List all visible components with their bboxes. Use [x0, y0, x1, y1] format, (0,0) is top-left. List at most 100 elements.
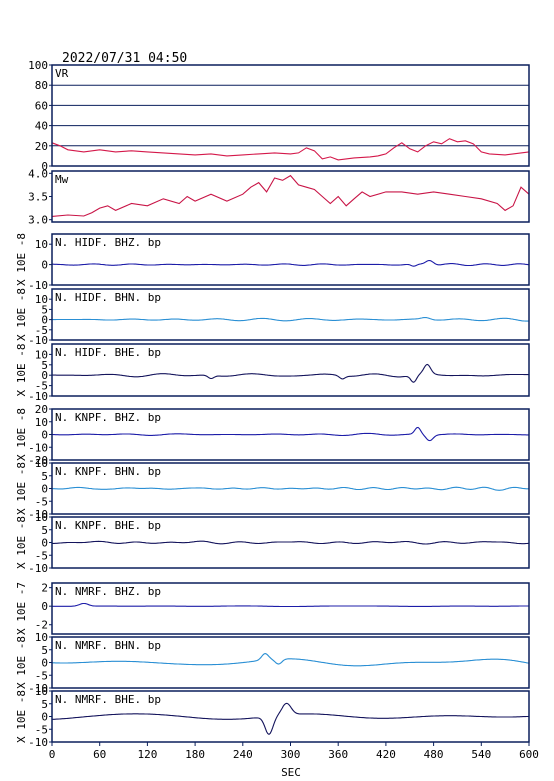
y-unit-label: X 10E -8 — [15, 690, 28, 743]
y-tick-label: -5 — [35, 380, 48, 393]
y-tick-label: 0 — [41, 160, 48, 173]
panel-label: N. NMRF. BHZ. bp — [55, 585, 161, 598]
y-tick-label: 0 — [41, 600, 48, 613]
y-tick-label: -20 — [28, 454, 48, 467]
y-tick-label: 5 — [41, 644, 48, 657]
y-tick-label: 3.5 — [28, 191, 48, 204]
y-tick-label: -10 — [28, 334, 48, 347]
panel-label: Mw — [55, 173, 69, 186]
x-tick-label: 60 — [93, 748, 106, 761]
panel-label: VR — [55, 67, 69, 80]
y-tick-label: -10 — [28, 508, 48, 521]
y-tick-label: 0 — [41, 657, 48, 670]
panel-label: N. KNPF. BHZ. bp — [55, 411, 161, 424]
y-tick-label: 10 — [35, 511, 48, 524]
y-unit-label: X 10E -8 — [15, 344, 28, 397]
y-tick-label: -10 — [28, 562, 48, 575]
series-line-nmrf_bhe — [51, 702, 530, 735]
y-tick-label: -10 — [28, 736, 48, 749]
y-tick-label: 80 — [35, 79, 48, 92]
y-tick-label: 20 — [35, 403, 48, 416]
y-tick-label: 5 — [41, 359, 48, 372]
panel-hidf_bhz: -10 0 10 N. HIDF. BHZ. bp X 10E -8 — [15, 233, 530, 292]
y-unit-label: X 10E -8 — [15, 408, 28, 461]
y-tick-label: 2 — [41, 582, 48, 595]
y-tick-label: 0 — [41, 259, 48, 272]
x-tick-label: 420 — [376, 748, 396, 761]
y-tick-label: 5 — [41, 524, 48, 537]
series-line-mw — [51, 174, 530, 217]
panel-frame — [51, 170, 530, 223]
panel-label: N. KNPF. BHN. bp — [55, 465, 161, 478]
y-tick-label: 40 — [35, 120, 48, 133]
series-line-hidf_bhz — [52, 259, 530, 267]
y-tick-label: -10 — [28, 279, 48, 292]
x-tick-label: 540 — [471, 748, 491, 761]
series-line-nmrf_bhz — [52, 602, 529, 608]
y-tick-label: -5 — [35, 495, 48, 508]
y-unit-label: X 10E -7 — [15, 582, 28, 635]
panel-frame — [51, 233, 530, 286]
panel-label: N. HIDF. BHE. bp — [55, 346, 161, 359]
y-tick-label: 100 — [28, 59, 48, 72]
header-datetime: 2022/07/31 04:50 — [62, 51, 187, 66]
series-line-hidf_bhe — [51, 363, 529, 383]
y-tick-label: 10 — [35, 631, 48, 644]
panel-label: N. NMRF. BHE. bp — [55, 693, 161, 706]
y-tick-label: 5 — [41, 303, 48, 316]
y-tick-label: 10 — [35, 238, 48, 251]
y-unit-label: X 10E -8 — [15, 516, 28, 569]
panel-nmrf_bhz: -2 0 2 N. NMRF. BHZ. bp X 10E -7 — [15, 582, 530, 635]
panel-frame — [51, 582, 530, 635]
panel-frame — [51, 516, 530, 569]
y-unit-label: X 10E -8 — [15, 233, 28, 286]
y-unit-label: X 10E -8 — [15, 636, 28, 689]
y-tick-label: -5 — [35, 669, 48, 682]
y-unit-label: X 10E -8 — [15, 288, 28, 341]
panel-frame — [51, 408, 530, 461]
y-tick-label: 10 — [35, 457, 48, 470]
series-line-knpf_bhz — [51, 426, 529, 442]
y-tick-label: 0 — [41, 711, 48, 724]
y-tick-label: -5 — [35, 723, 48, 736]
series-line-hidf_bhn — [51, 316, 529, 322]
panel-frame — [51, 462, 530, 515]
series-line-knpf_bhn — [51, 486, 530, 491]
y-tick-label: 5 — [41, 698, 48, 711]
y-tick-label: 10 — [35, 416, 48, 429]
y-unit-label: X 10E -8 — [15, 462, 28, 515]
y-tick-label: 10 — [35, 348, 48, 361]
y-tick-label: -2 — [35, 619, 48, 632]
y-tick-label: 60 — [35, 99, 48, 112]
y-tick-label: 0 — [41, 429, 48, 442]
panel-frame — [51, 64, 530, 167]
panel-label: N. HIDF. BHZ. bp — [55, 236, 161, 249]
x-tick-label: 360 — [328, 748, 348, 761]
y-tick-label: -5 — [35, 324, 48, 337]
y-tick-label: 10 — [35, 293, 48, 306]
x-tick-label: 0 — [49, 748, 56, 761]
y-tick-label: -10 — [28, 682, 48, 695]
x-tick-label: 120 — [137, 748, 157, 761]
panel-label: N. NMRF. BHN. bp — [55, 639, 161, 652]
panel-label: N. HIDF. BHN. bp — [55, 291, 161, 304]
series-line-nmrf_bhn — [52, 653, 530, 667]
y-tick-label: 0 — [41, 369, 48, 382]
x-axis-label: SEC — [281, 766, 301, 779]
panel-frame — [51, 288, 530, 341]
y-tick-label: 0 — [41, 314, 48, 327]
y-tick-label: -10 — [28, 390, 48, 403]
x-tick-label: 480 — [424, 748, 444, 761]
y-tick-label: 3.0 — [28, 214, 48, 227]
x-tick-label: 600 — [519, 748, 539, 761]
panel-frame — [51, 343, 530, 397]
